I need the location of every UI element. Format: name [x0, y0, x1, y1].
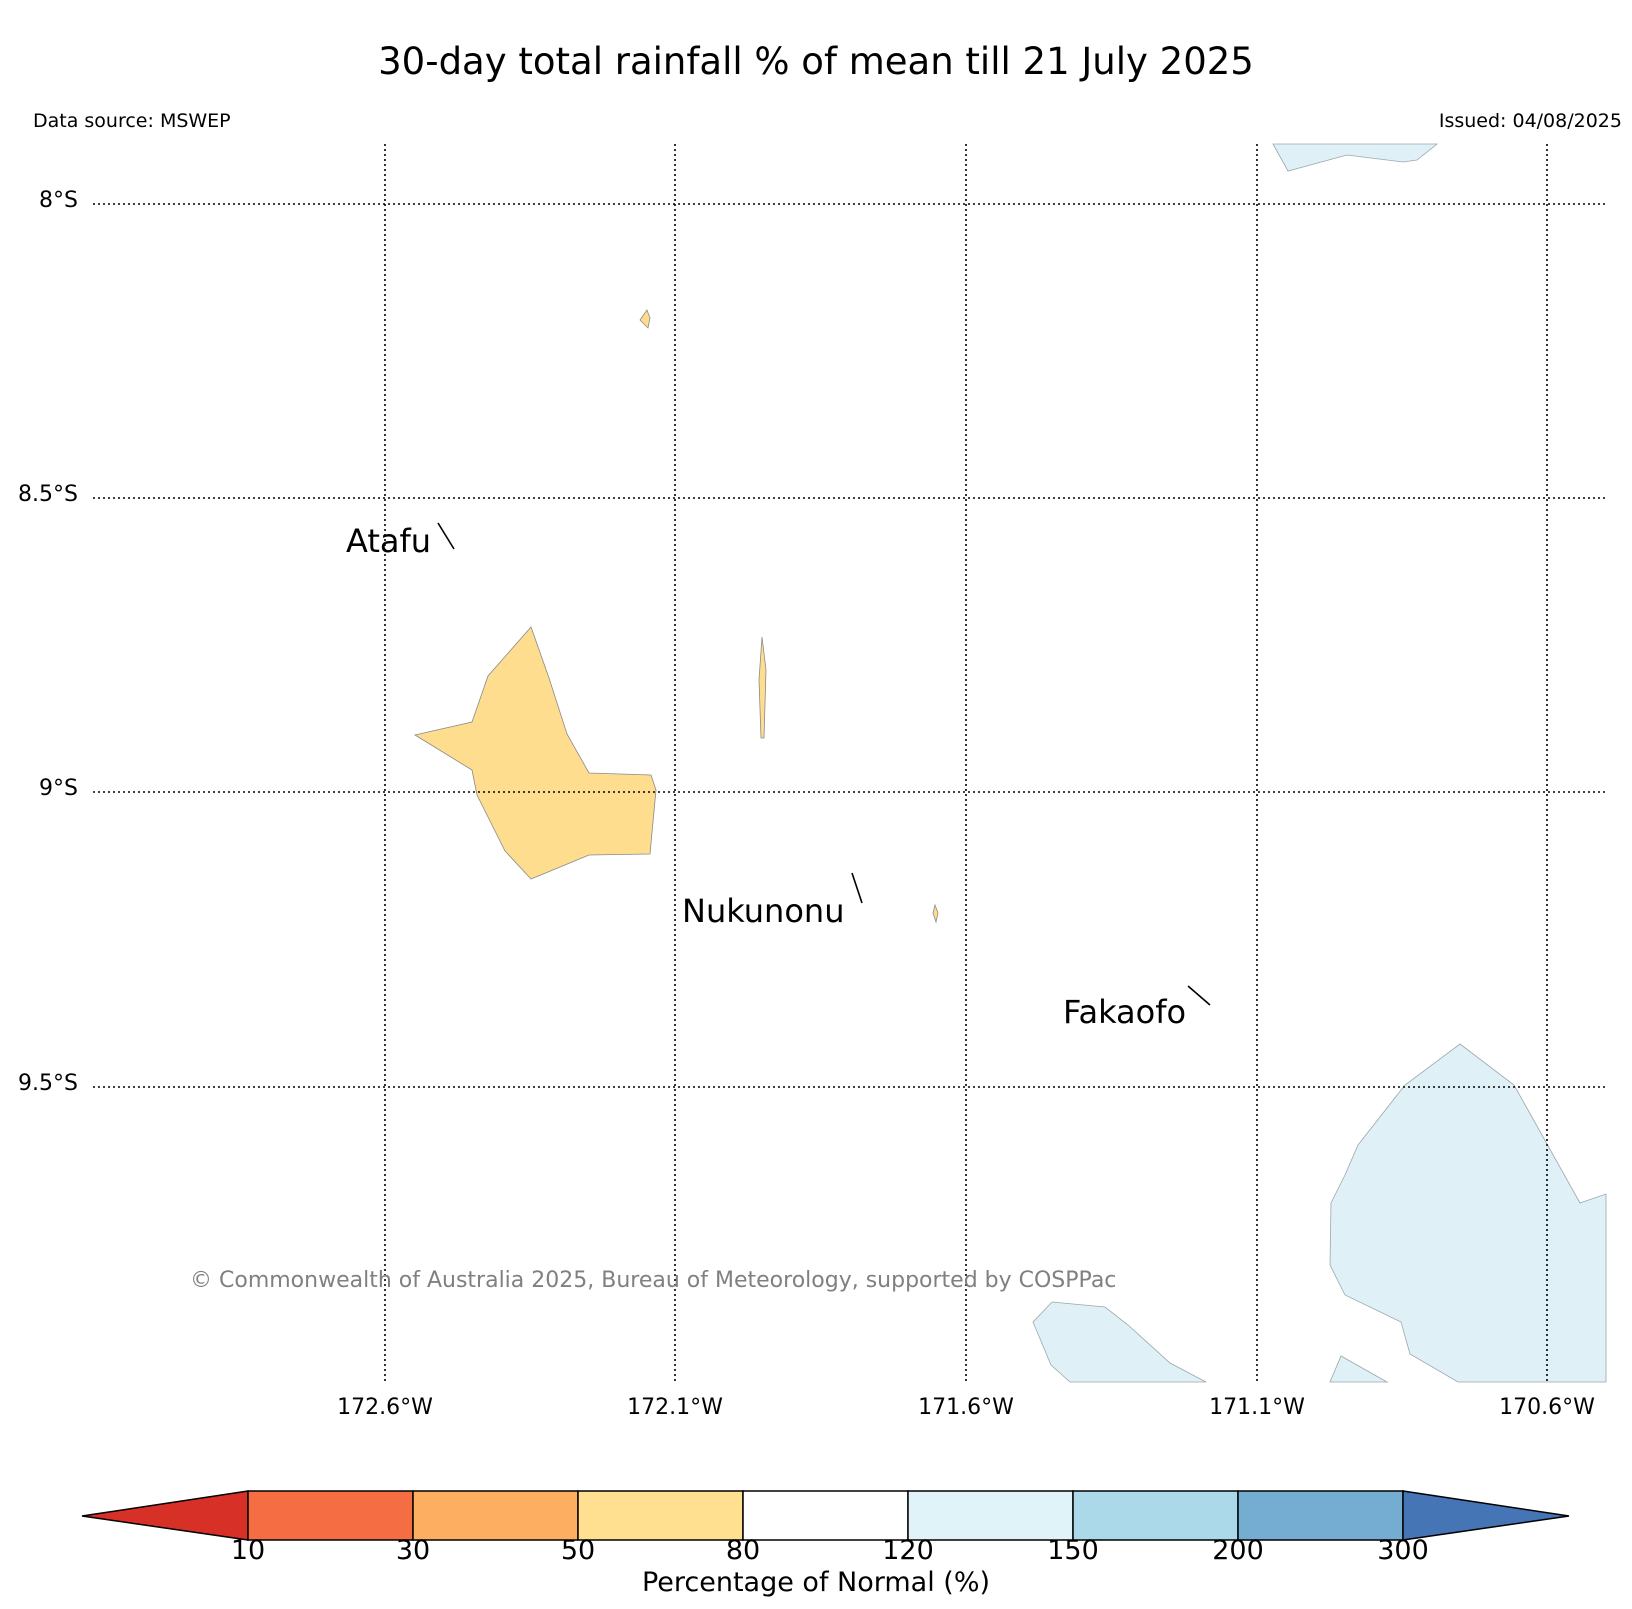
issued-date-label: Issued: 04/08/2025 — [1438, 110, 1622, 132]
region-120-150-south — [1032, 1301, 1207, 1383]
colorbar-tick: 150 — [1047, 1535, 1099, 1566]
place-label-fakaofo: Fakaofo — [1063, 993, 1187, 1031]
region-120-150-north — [1272, 143, 1439, 172]
rainfall-regions — [413, 143, 1607, 1383]
region-50-80-streak — [758, 636, 767, 739]
colorbar-segment-200-300 — [1237, 1490, 1404, 1541]
lat-label: 8.5°S — [18, 482, 78, 507]
lon-label: 171.6°W — [918, 1395, 1014, 1420]
lat-label: 8°S — [39, 188, 78, 213]
region-50-80-islet-north — [639, 309, 651, 329]
lat-label: 9.5°S — [18, 1071, 78, 1096]
colorbar-segment-10-30 — [247, 1490, 414, 1541]
region-120-150-southeast — [1329, 1043, 1607, 1383]
colorbar-high-extend — [1402, 1490, 1570, 1541]
gridlines — [93, 144, 1606, 1382]
colorbar-segment-50-80 — [577, 1490, 744, 1541]
colorbar-tick: 200 — [1212, 1535, 1264, 1566]
colorbar-tick: 50 — [560, 1535, 596, 1566]
colorbar-tick: 300 — [1377, 1535, 1429, 1566]
colorbar — [81, 1490, 1570, 1541]
place-label-nukunonu: Nukunonu — [682, 892, 845, 930]
colorbar-segment-120-150 — [907, 1490, 1074, 1541]
colorbar-segment-150-200 — [1072, 1490, 1239, 1541]
colorbar-tick: 10 — [230, 1535, 266, 1566]
colorbar-segment-80-120 — [742, 1490, 909, 1541]
colorbar-tick: 30 — [395, 1535, 431, 1566]
island-markers — [437, 522, 1211, 1006]
lon-label: 170.6°W — [1499, 1395, 1595, 1420]
chart-title: 30-day total rainfall % of mean till 21 … — [378, 40, 1254, 83]
colorbar-low-extend — [81, 1490, 249, 1541]
colorbar-tick: 80 — [725, 1535, 761, 1566]
data-source-label: Data source: MSWEP — [33, 110, 231, 132]
nukunonu-marker — [851, 872, 863, 904]
region-50-80-atafu-south — [413, 626, 657, 880]
place-label-atafu: Atafu — [346, 522, 432, 560]
colorbar-segment-30-50 — [412, 1490, 579, 1541]
atafu-marker — [437, 522, 455, 550]
colorbar-tick: 120 — [882, 1535, 934, 1566]
lon-label: 172.1°W — [627, 1395, 723, 1420]
copyright-notice: © Commonwealth of Australia 2025, Bureau… — [190, 1268, 1117, 1293]
region-120-150-south-small — [1329, 1355, 1389, 1383]
lat-label: 9°S — [39, 776, 78, 801]
colorbar-label: Percentage of Normal (%) — [641, 1567, 991, 1598]
region-50-80-dot — [932, 903, 939, 924]
fakaofo-marker — [1187, 985, 1211, 1006]
lon-label: 171.1°W — [1209, 1395, 1305, 1420]
lon-label: 172.6°W — [337, 1395, 433, 1420]
